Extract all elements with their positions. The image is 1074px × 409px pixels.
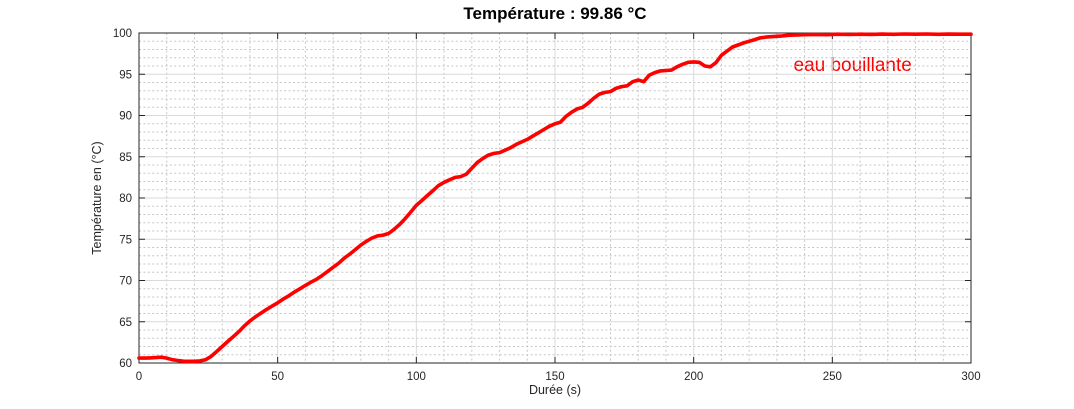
y-tick-label: 85: [119, 152, 132, 164]
temperature-curve: [137, 32, 973, 364]
x-tick-label: 0: [136, 371, 142, 383]
x-tick-label: 300: [961, 371, 980, 383]
x-tick-label: 150: [545, 371, 564, 383]
x-tick-label: 50: [271, 371, 284, 383]
y-tick-label: 75: [119, 234, 132, 246]
chart-title: Température : 99.86 °C: [463, 4, 647, 23]
x-tick-label: 100: [407, 371, 426, 383]
y-tick-label: 80: [119, 193, 132, 205]
y-tick-label: 100: [113, 28, 132, 40]
x-tick-label: 250: [823, 371, 842, 383]
x-axis-label: Durée (s): [528, 383, 582, 397]
x-tick-label: 200: [684, 371, 703, 383]
y-tick-label: 95: [119, 69, 132, 81]
y-tick-label: 70: [119, 276, 132, 288]
y-tick-label: 65: [119, 317, 132, 329]
y-tick-label: 60: [119, 358, 132, 370]
y-tick-label: 90: [119, 111, 132, 123]
